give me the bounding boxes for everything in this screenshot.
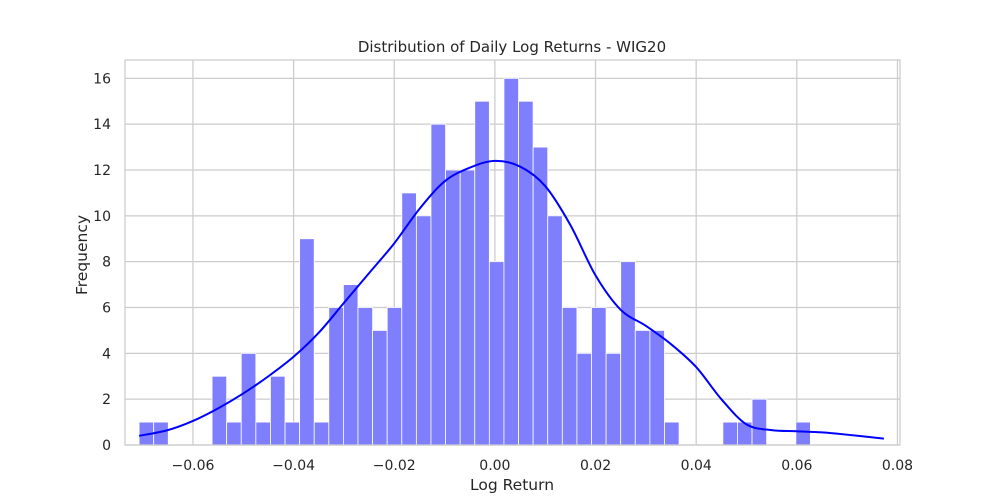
histogram-bar (270, 375, 286, 446)
histogram-bar (722, 421, 738, 446)
histogram-bar (488, 261, 505, 446)
histogram-bar (634, 330, 651, 446)
x-tick-label: 0.08 (882, 458, 913, 474)
y-tick-label: 4 (102, 346, 111, 362)
y-axis-label: Frequency (73, 215, 91, 295)
histogram-bar (226, 421, 242, 446)
histogram-bar (518, 100, 534, 446)
chart-title: Distribution of Daily Log Returns - WIG2… (358, 38, 666, 56)
histogram-bar (240, 352, 257, 446)
kde-curve (138, 159, 885, 440)
y-tick-label: 16 (93, 71, 111, 87)
histogram-bar (532, 146, 549, 446)
histogram-bars (138, 77, 811, 446)
histogram-bar (547, 215, 563, 446)
histogram-bar (605, 352, 622, 446)
histogram-bar (474, 100, 490, 446)
x-tick-label: 0.00 (479, 458, 510, 474)
histogram-bar (445, 169, 461, 446)
histogram-bar (664, 421, 680, 446)
y-tick-label: 8 (102, 255, 111, 271)
histogram-bar (576, 352, 592, 446)
x-axis-ticks: −0.06 −0.04 −0.02 0.00 0.02 0.04 0.06 0.08 (171, 458, 913, 474)
histogram-bar (591, 307, 607, 446)
x-tick-label: −0.02 (373, 458, 416, 474)
histogram-bar (328, 307, 344, 446)
histogram-bar (795, 421, 811, 446)
histogram-bar (430, 123, 446, 446)
histogram-bar (299, 238, 315, 446)
y-axis-ticks: 0 2 4 6 8 10 12 14 16 (93, 71, 111, 454)
y-tick-label: 14 (93, 117, 111, 133)
histogram-bar (751, 398, 768, 446)
x-axis-label: Log Return (470, 476, 554, 494)
x-tick-label: 0.02 (580, 458, 611, 474)
y-tick-label: 0 (102, 438, 111, 454)
histogram-bar (343, 284, 359, 446)
histogram-bar (386, 307, 403, 446)
y-tick-label: 12 (93, 163, 111, 179)
histogram-bar (620, 261, 636, 446)
histogram-bar (415, 215, 432, 446)
histogram-bar (459, 169, 476, 446)
x-tick-label: −0.04 (272, 458, 315, 474)
histogram-bar (357, 307, 373, 446)
histogram-bar (284, 421, 301, 446)
x-tick-label: −0.06 (171, 458, 214, 474)
y-tick-label: 10 (93, 209, 111, 225)
y-tick-label: 2 (102, 392, 111, 408)
histogram-bar (255, 421, 271, 446)
x-tick-label: 0.06 (781, 458, 812, 474)
histogram-bar (649, 330, 665, 446)
histogram-bar (503, 77, 519, 446)
histogram-bar (372, 330, 388, 446)
histogram-bar (561, 307, 578, 446)
plot-frame (124, 59, 901, 446)
x-tick-label: 0.04 (681, 458, 712, 474)
y-tick-label: 6 (102, 301, 111, 317)
histogram-bar (313, 421, 330, 446)
